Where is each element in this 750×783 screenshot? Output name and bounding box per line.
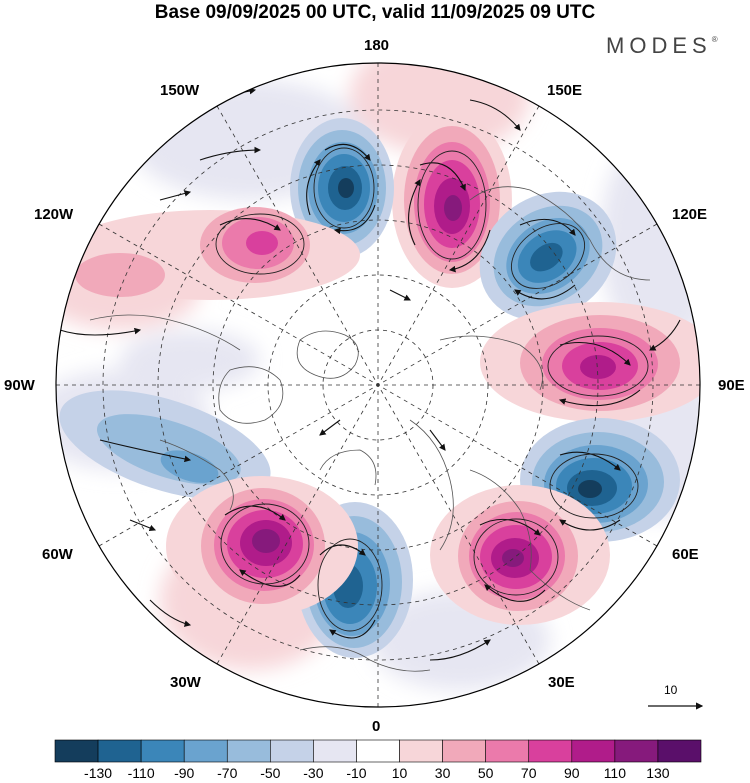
colorbar-swatch <box>313 739 357 763</box>
map-disk <box>56 63 700 707</box>
colorbar-tick-label: 110 <box>603 765 627 781</box>
colorbar-swatch <box>356 739 400 763</box>
colorbar-swatch <box>399 739 443 763</box>
reference-vector-label: 10 <box>664 683 678 697</box>
colorbar-swatch <box>270 739 314 763</box>
colorbar <box>54 739 702 763</box>
colorbar-swatch <box>528 739 573 763</box>
map-boundary <box>55 62 701 708</box>
colorbar-tick-label: 130 <box>646 765 670 781</box>
colorbar-swatch <box>226 739 271 763</box>
lon-label-0: 0 <box>372 718 381 735</box>
colorbar-swatch <box>614 739 659 763</box>
colorbar-tick-label: 90 <box>564 765 580 781</box>
lon-label-150e: 150E <box>547 82 583 99</box>
colorbar-swatch <box>485 739 530 763</box>
positive-anomaly-90e <box>480 302 700 422</box>
lon-label-60e: 60E <box>672 546 699 563</box>
brand-logo: MODES® <box>606 33 718 59</box>
lon-label-90w: 90W <box>4 377 35 394</box>
lon-label-90e: 90E <box>718 377 745 394</box>
colorbar-tick-label: -130 <box>84 765 113 781</box>
colorbar-swatch <box>140 739 185 763</box>
colorbar-tick-label: -10 <box>346 765 367 781</box>
lon-label-60w: 60W <box>42 546 73 563</box>
lon-label-150w: 150W <box>160 82 200 99</box>
colorbar-tick-label: 30 <box>434 765 451 781</box>
graticule <box>56 63 700 707</box>
positive-anomaly-45e <box>430 485 610 625</box>
chart-title: Base 09/09/2025 00 UTC, valid 11/09/2025… <box>154 2 596 23</box>
colorbar-tick-label: -30 <box>303 765 324 781</box>
colorbar-tick-label: 10 <box>391 765 408 781</box>
colorbar-swatch <box>571 739 616 763</box>
lon-label-30e: 30E <box>548 674 575 691</box>
wind-vectors <box>59 87 681 661</box>
colorbar-swatch <box>183 739 228 763</box>
lon-label-120w: 120W <box>34 206 74 223</box>
colorbar-swatch <box>97 739 142 763</box>
colorbar-tick-label: -90 <box>174 765 195 781</box>
colorbar-tick-label: -70 <box>217 765 238 781</box>
colorbar-tick-label: 70 <box>520 765 537 781</box>
coastlines <box>89 186 651 672</box>
brand-text: MODES <box>606 33 712 58</box>
lon-label-120e: 120E <box>672 206 708 223</box>
colorbar-swatch <box>442 739 486 763</box>
colorbar-tick-label: 50 <box>477 765 494 781</box>
colorbar-tick-label: -50 <box>260 765 281 781</box>
positive-anomaly-38w <box>166 476 358 616</box>
negative-anomaly-75w <box>59 390 271 500</box>
lon-label-180: 180 <box>364 37 390 54</box>
colorbar-swatch <box>54 739 99 763</box>
brand-mark: ® <box>711 34 718 44</box>
colorbar-tick-label: -110 <box>127 765 155 781</box>
colorbar-swatch <box>657 739 702 763</box>
positive-anomaly-170e <box>392 112 512 288</box>
lon-label-30w: 30W <box>170 674 201 691</box>
negative-anomaly-160w <box>290 118 394 258</box>
contour-lines <box>215 147 649 632</box>
positive-anomaly-120w <box>60 207 360 300</box>
